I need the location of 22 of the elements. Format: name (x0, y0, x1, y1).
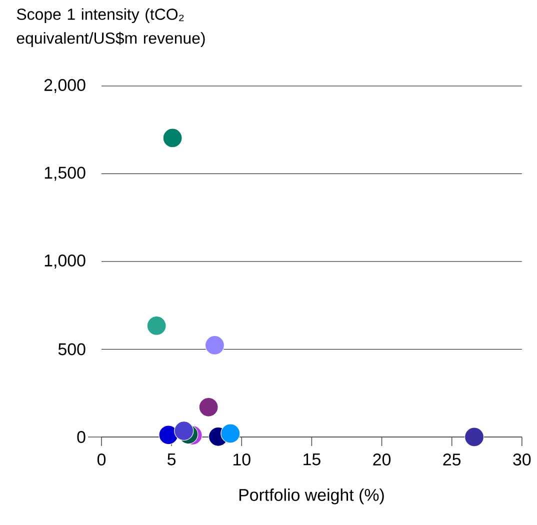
x-tick-label: 5 (168, 454, 176, 466)
y-tick-label: 500 (58, 343, 86, 356)
x-tick-label: 25 (443, 454, 461, 466)
x-tick-label: 30 (513, 454, 531, 466)
point (464, 427, 484, 447)
point (174, 421, 194, 441)
x-tick-label: 20 (373, 454, 391, 466)
point (146, 316, 166, 336)
x-tick-label: 0 (97, 454, 106, 466)
y-tick-label: 1,000 (44, 254, 86, 268)
y-axis-title: Scope 1 intensity (tCO₂ equivalent/US$m revenue) (16, 8, 205, 47)
x-tick-label: 15 (304, 454, 320, 466)
y-tick-label: 1,500 (44, 166, 86, 181)
y-tick-label: 2,000 (44, 78, 86, 93)
x-tick-label: 10 (234, 454, 250, 466)
y-tick-label: 0 (77, 431, 86, 443)
point (204, 335, 225, 356)
point (162, 128, 182, 148)
point (220, 424, 240, 444)
x-axis-title: Portfolio weight (%) (239, 488, 384, 504)
point (158, 425, 178, 445)
point (198, 397, 218, 417)
